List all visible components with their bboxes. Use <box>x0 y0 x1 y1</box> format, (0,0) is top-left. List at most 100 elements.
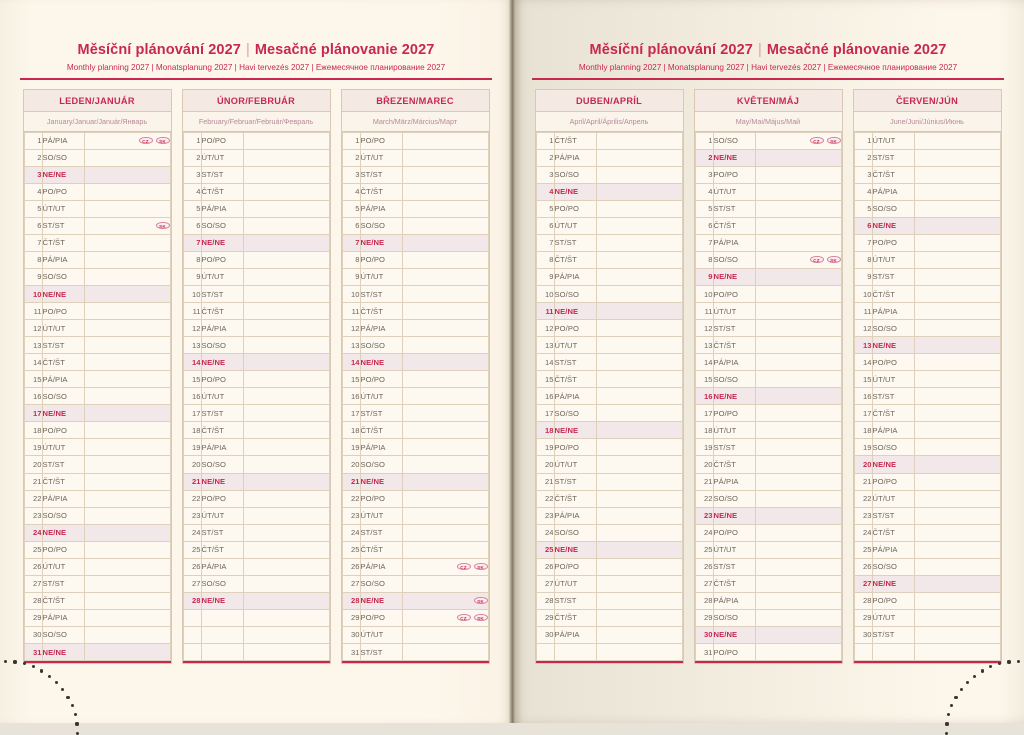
day-note-cell[interactable] <box>401 625 489 645</box>
day-note-cell[interactable] <box>83 285 171 304</box>
day-note-cell[interactable] <box>83 506 171 525</box>
day-note-cell[interactable] <box>754 336 842 355</box>
day-note-cell[interactable] <box>595 319 683 338</box>
day-note-cell[interactable] <box>401 216 489 235</box>
day-note-cell[interactable] <box>913 591 1001 610</box>
day-note-cell[interactable] <box>754 574 842 593</box>
day-note-cell[interactable]: CZ SK <box>401 557 489 576</box>
day-note-cell[interactable] <box>401 267 489 287</box>
day-note-cell[interactable] <box>242 404 330 423</box>
day-note-cell[interactable] <box>913 353 1001 372</box>
day-note-cell[interactable] <box>401 302 489 321</box>
day-note-cell[interactable] <box>913 148 1001 167</box>
day-note-cell[interactable] <box>595 404 683 423</box>
day-note-cell[interactable] <box>242 148 330 167</box>
day-note-cell[interactable] <box>83 267 171 287</box>
day-note-cell[interactable] <box>401 182 489 201</box>
day-note-cell[interactable] <box>242 557 330 576</box>
day-note-cell[interactable] <box>913 216 1001 235</box>
day-note-cell[interactable] <box>595 233 683 252</box>
day-note-cell[interactable] <box>595 591 683 610</box>
day-note-cell[interactable] <box>242 131 330 150</box>
day-note-cell[interactable]: CZ SK <box>754 131 842 150</box>
day-note-cell[interactable] <box>595 199 683 218</box>
day-note-cell[interactable] <box>401 319 489 338</box>
day-note-cell[interactable] <box>595 506 683 525</box>
day-note-cell[interactable] <box>913 489 1001 508</box>
day-note-cell[interactable] <box>595 438 683 457</box>
day-note-cell[interactable] <box>83 182 171 201</box>
day-note-cell[interactable] <box>754 182 842 201</box>
day-note-cell[interactable] <box>83 421 171 440</box>
day-note-cell[interactable] <box>595 165 683 184</box>
day-note-cell[interactable] <box>754 353 842 372</box>
day-note-cell[interactable] <box>595 131 683 150</box>
day-note-cell[interactable] <box>401 131 489 150</box>
day-note-cell[interactable] <box>242 540 330 559</box>
day-note-cell[interactable] <box>913 421 1001 440</box>
day-note-cell[interactable] <box>242 267 330 287</box>
day-note-cell[interactable] <box>754 625 842 645</box>
day-note-cell[interactable] <box>242 336 330 355</box>
day-note-cell[interactable]: CZ SK <box>83 131 171 150</box>
day-note-cell[interactable] <box>754 216 842 235</box>
day-note-cell[interactable] <box>754 165 842 184</box>
day-note-cell[interactable] <box>242 625 330 645</box>
day-note-cell[interactable] <box>754 506 842 525</box>
day-note-cell[interactable] <box>595 472 683 491</box>
day-note-cell[interactable] <box>754 233 842 252</box>
day-note-cell[interactable] <box>242 199 330 218</box>
day-note-cell[interactable] <box>754 557 842 576</box>
day-note-cell[interactable] <box>913 319 1001 338</box>
day-note-cell[interactable] <box>83 642 171 662</box>
day-note-cell[interactable] <box>754 404 842 423</box>
day-note-cell[interactable] <box>595 540 683 559</box>
day-note-cell[interactable] <box>754 387 842 406</box>
day-note-cell[interactable] <box>913 455 1001 474</box>
day-note-cell[interactable] <box>401 404 489 423</box>
day-note-cell[interactable] <box>242 523 330 542</box>
day-note-cell[interactable] <box>242 165 330 184</box>
day-note-cell[interactable] <box>401 506 489 525</box>
day-note-cell[interactable] <box>83 387 171 406</box>
day-note-cell[interactable] <box>401 472 489 491</box>
day-note-cell[interactable] <box>83 404 171 423</box>
day-note-cell[interactable] <box>595 455 683 474</box>
day-note-cell[interactable] <box>401 438 489 457</box>
day-note-cell[interactable] <box>595 336 683 355</box>
day-note-cell[interactable] <box>913 438 1001 457</box>
day-note-cell[interactable] <box>401 642 489 662</box>
day-note-cell[interactable] <box>401 233 489 252</box>
day-note-cell[interactable] <box>913 574 1001 593</box>
day-note-cell[interactable] <box>83 302 171 321</box>
day-note-cell[interactable] <box>595 557 683 576</box>
day-note-cell[interactable] <box>83 455 171 474</box>
day-note-cell[interactable] <box>754 370 842 389</box>
day-note-cell[interactable] <box>401 489 489 508</box>
day-note-cell[interactable] <box>83 625 171 645</box>
day-note-cell[interactable] <box>242 455 330 474</box>
day-note-cell[interactable] <box>242 387 330 406</box>
day-note-cell[interactable] <box>242 353 330 372</box>
day-note-cell[interactable] <box>242 319 330 338</box>
day-note-cell[interactable] <box>754 523 842 542</box>
day-note-cell[interactable] <box>913 540 1001 559</box>
day-note-cell[interactable] <box>595 182 683 201</box>
day-note-cell[interactable] <box>595 285 683 304</box>
day-note-cell[interactable] <box>913 387 1001 406</box>
day-note-cell[interactable] <box>242 421 330 440</box>
day-note-cell[interactable] <box>242 472 330 491</box>
day-note-cell[interactable] <box>401 285 489 304</box>
day-note-cell[interactable]: CZ SK <box>401 608 489 627</box>
day-note-cell[interactable] <box>401 387 489 406</box>
day-note-cell[interactable] <box>242 182 330 201</box>
day-note-cell[interactable] <box>913 182 1001 201</box>
day-note-cell[interactable] <box>83 489 171 508</box>
day-note-cell[interactable] <box>242 285 330 304</box>
day-note-cell[interactable] <box>595 387 683 406</box>
day-note-cell[interactable] <box>242 233 330 252</box>
day-note-cell[interactable] <box>754 455 842 474</box>
day-note-cell[interactable] <box>242 489 330 508</box>
day-note-cell[interactable] <box>754 642 842 662</box>
day-note-cell[interactable] <box>913 165 1001 184</box>
